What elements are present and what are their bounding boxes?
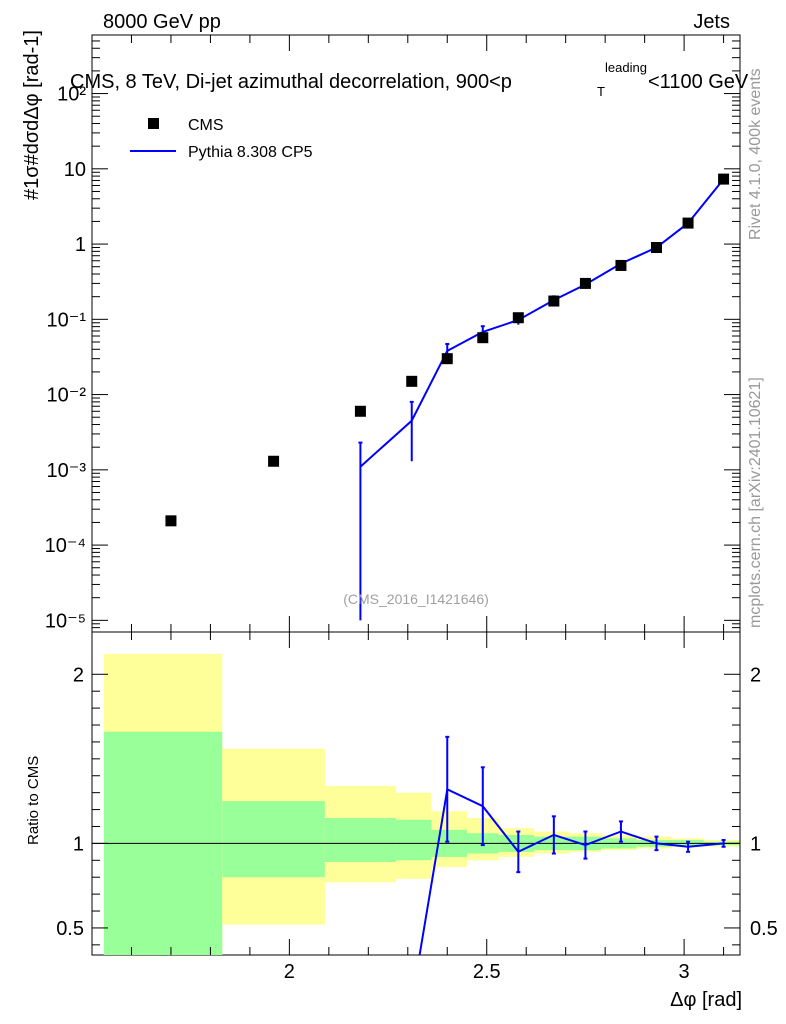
ratio-y-tick-label-left: 2 (73, 664, 84, 686)
plot-title: CMS, 8 TeV, Di-jet azimuthal decorrelati… (70, 60, 749, 99)
header-energy-label: 8000 GeV pp (103, 11, 221, 33)
main-y-tick-label: 10 (64, 159, 86, 181)
pythia-line (360, 179, 723, 467)
x-tick-label: 2 (284, 961, 295, 983)
cms-data-point (615, 260, 626, 271)
x-tick-label: 2.5 (473, 961, 501, 983)
svg-text:#1σ#dσdΔφ [rad-1]: #1σ#dσdΔφ [rad-1] (21, 30, 43, 200)
cms-data-point (718, 174, 729, 185)
ratio-y-tick-label-right: 0.5 (750, 918, 778, 940)
ratio-y-tick-label-right: 2 (750, 664, 761, 686)
ratio-band-green (396, 820, 432, 861)
cms-data-point (580, 278, 591, 289)
cms-data-point (268, 456, 279, 467)
plot-title-subscript: T (597, 84, 605, 99)
ratio-band-green (325, 818, 396, 862)
x-axis-label: Δφ [rad] (670, 989, 742, 1011)
ratio-y-tick-label-left: 0.5 (56, 918, 84, 940)
cms-data-point (548, 296, 559, 307)
ratio-uncertainty-bands (104, 654, 740, 955)
cms-data-point (406, 376, 417, 387)
legend-cms-marker (148, 118, 159, 129)
mcplots-label: mcplots.cern.ch [arXiv:2401.10621] (747, 377, 764, 628)
cms-data-point (683, 218, 694, 229)
plot-title-superscript: leading (605, 60, 647, 75)
legend: CMS Pythia 8.308 CP5 (130, 117, 313, 161)
cms-data-point (442, 353, 453, 364)
cms-data-point (513, 312, 524, 323)
ratio-y-tick-label-right: 1 (750, 833, 761, 855)
legend-cms-label: CMS (188, 117, 224, 134)
cms-data-point (477, 332, 488, 343)
main-plot-series (165, 174, 729, 621)
cms-data-point (355, 406, 366, 417)
rivet-version-label: Rivet 4.1.0, 400k events (747, 68, 764, 240)
main-y-tick-label: 10⁻³ (47, 460, 87, 482)
ratio-band-green (222, 801, 325, 877)
cms-data-point (651, 242, 662, 253)
plot-title-suffix: <1100 GeV (648, 71, 749, 93)
main-y-axis-label: #1σ#dσdΔφ [rad-1] (21, 30, 43, 200)
legend-pythia-label: Pythia 8.308 CP5 (188, 144, 313, 161)
ratio-y-axis-label: Ratio to CMS (25, 756, 42, 845)
main-y-tick-label: 10⁻¹ (47, 309, 87, 331)
analysis-watermark: (CMS_2016_I1421646) (343, 591, 489, 607)
x-tick-label: 3 (679, 961, 690, 983)
main-y-tick-label: 10⁻⁵ (45, 610, 86, 632)
ratio-y-tick-label-left: 1 (73, 833, 84, 855)
plot-title-main: CMS, 8 TeV, Di-jet azimuthal decorrelati… (70, 71, 512, 93)
main-y-tick-label: 10⁻⁴ (45, 535, 86, 557)
header-process-label: Jets (693, 11, 730, 33)
cms-data-point (165, 515, 176, 526)
main-y-tick-label: 10⁻² (47, 385, 87, 407)
main-y-tick-label: 1 (75, 234, 86, 256)
